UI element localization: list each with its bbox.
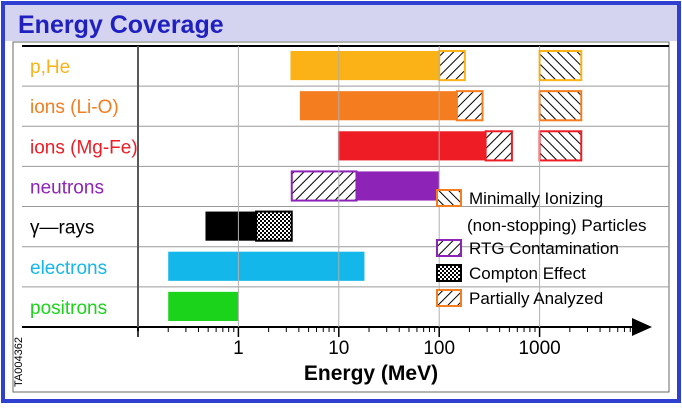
legend-rtg-contamination-label: RTG Contamination [469,239,619,258]
legend-compton-effect-label: Compton Effect [469,264,586,283]
legend-minimally-ionizing-label: Minimally Ionizing [469,189,603,208]
x-tick-label-1: 1 [233,338,244,359]
legend-partially-analyzed-swatch-outline [436,289,462,307]
energy-bars [168,50,583,321]
x-axis-arrow [632,317,652,336]
bar-ions-li-o-5 [538,90,583,122]
legend-compton-effect-swatch [436,264,462,282]
bar-ions-li-o-3-fill [299,91,457,121]
bar-ions-mg-fe-6-fill [337,131,486,161]
category-label-ions-li-o: ions (Li-O) [30,97,119,118]
bar-positrons-14 [168,291,239,321]
legend-minimally-ionizing-label-line2: (non-stopping) Particles [467,216,647,235]
bar-ions-mg-fe-8 [538,130,583,162]
x-tick-label-1000: 1000 [518,338,560,359]
category-label-ions-mg-fe: ions (Mg-Fe) [30,137,138,158]
bar-ions-mg-fe-7-hatch [485,131,512,161]
bar-electrons-13-fill [168,251,365,281]
bar-ions-li-o-5-hatch [539,91,582,121]
bar-positrons-14-fill [168,291,239,321]
bar-p-he-1 [438,50,466,82]
category-label-rays: γ—rays [30,218,94,239]
legend-minimally-ionizing-swatch [436,189,462,207]
chart-title: Energy Coverage [18,11,224,39]
legend: Minimally Ionizing (non-stopping) Particl… [436,189,647,308]
bar-p-he-0 [290,51,440,81]
legend-rtg-contamination-swatch-hatch [437,240,461,256]
category-label-electrons: electrons [30,258,107,279]
bar-p-he-1-hatch [439,51,465,81]
bar-rays-11-fill [205,211,257,241]
legend-rtg-contamination-swatch-outline [436,239,462,257]
legend-partially-analyzed-swatch-hatch [437,290,461,306]
legend-rtg-contamination-swatch [436,239,462,257]
bar-ions-mg-fe-7-outline [484,130,513,162]
bar-ions-li-o-4-outline [455,90,484,122]
legend-partially-analyzed-label: Partially Analyzed [469,289,603,308]
bar-ions-mg-fe-8-hatch [539,131,582,161]
legend-partially-analyzed-swatch [436,289,462,307]
bar-rays-12-hatch [255,210,293,242]
bar-neutrons-10-fill [356,171,440,201]
x-tick-label-10: 10 [328,338,349,359]
bar-ions-li-o-4 [455,90,484,122]
bar-ions-li-o-3 [299,91,457,121]
bar-ions-mg-fe-6 [337,131,486,161]
bar-ions-mg-fe-7 [484,130,513,162]
bar-neutrons-9 [290,170,358,202]
bar-neutrons-9-hatch [291,171,357,201]
category-label-p-he: p,He [30,57,70,78]
title-band [5,5,677,41]
bar-ions-li-o-4-hatch [456,91,483,121]
bar-rays-11 [205,211,257,241]
legend-minimally-ionizing-swatch-hatch [437,190,461,206]
bar-electrons-13 [168,251,365,281]
bar-neutrons-10 [356,171,440,201]
bar-rays-12 [255,210,293,242]
bar-p-he-2 [538,50,583,82]
bar-p-he-2-hatch [539,51,582,81]
category-label-neutrons: neutrons [30,177,104,198]
x-axis: 1 10 100 1000 [22,46,652,359]
figure-id: TA004362 [13,337,25,387]
category-label-positrons: positrons [30,298,107,319]
x-tick-label-100: 100 [423,338,455,359]
legend-minimally-ionizing-swatch-outline [436,189,462,207]
x-axis-label: Energy (MeV) [304,362,438,385]
bar-p-he-0-fill [290,51,440,81]
legend-compton-effect-swatch-hatch [436,264,462,282]
